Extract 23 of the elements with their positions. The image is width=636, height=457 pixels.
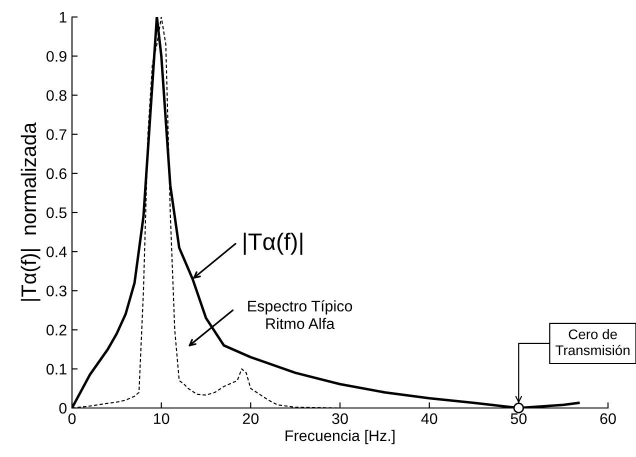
x-tick-label: 30 (332, 413, 348, 424)
annotation: Cero de Transmisión (556, 329, 630, 356)
y-tick-label: 0.2 (46, 324, 66, 336)
y-tick-label: 0.8 (46, 90, 66, 101)
y-tick-label: 0.7 (46, 129, 66, 140)
x-tick-label: 60 (600, 413, 616, 424)
y-tick-label: 0 (59, 402, 67, 414)
y-tick-label: 0.1 (46, 364, 66, 375)
y-tick-label: 0.5 (46, 207, 66, 218)
y-tick-label: 1 (60, 12, 66, 23)
x-tick-label: 50 (510, 413, 527, 424)
y-tick-label: 0.4 (46, 246, 67, 258)
annotation: Espectro Típico Ritmo Alfa (248, 300, 352, 330)
y-tick-label: 0.6 (46, 168, 66, 180)
annotation: |Tα(f)| (244, 232, 302, 255)
x-tick-label: 20 (242, 413, 259, 424)
x-axis-title: Frecuencia [Hz.] (286, 430, 395, 444)
y-axis-title: |Tα(f)| normalizada (20, 122, 40, 301)
x-tick-label: 0 (68, 413, 76, 424)
x-tick-label: 10 (154, 413, 170, 424)
y-tick-label: 0.3 (46, 286, 66, 296)
x-tick-label: 40 (421, 413, 438, 424)
y-tick-label: 0.9 (46, 50, 66, 62)
